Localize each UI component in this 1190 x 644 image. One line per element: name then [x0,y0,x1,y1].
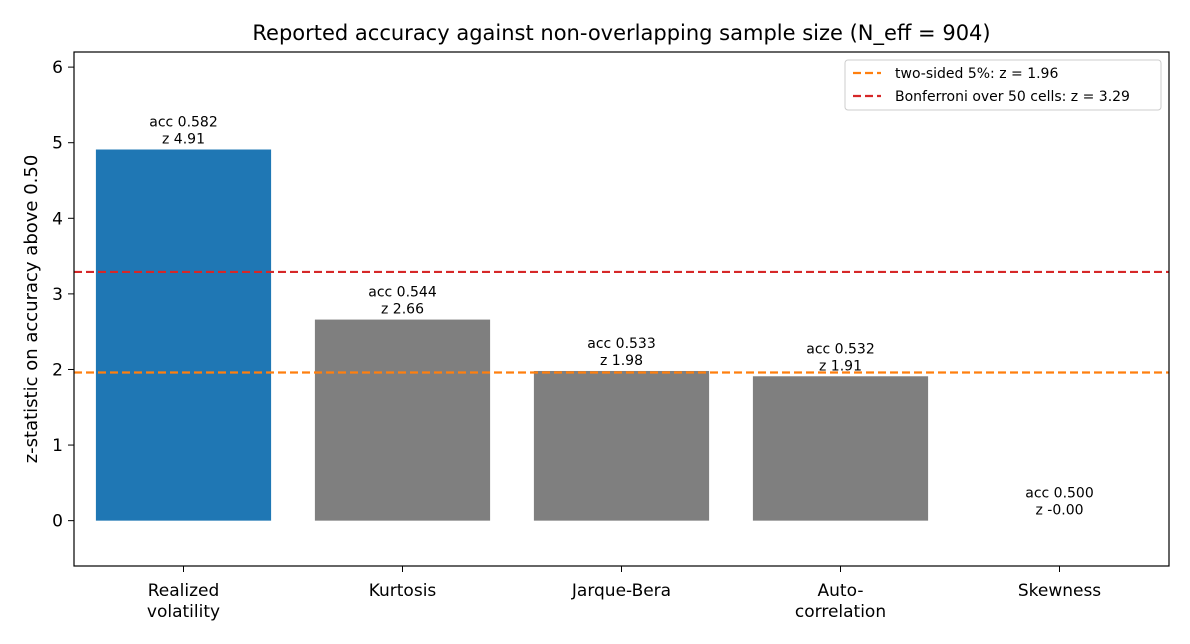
bar [533,370,710,521]
x-tick-label: Auto-correlation [795,581,886,622]
data-label: acc 0.500 z -0.00 [1025,486,1094,519]
y-tick-label: 6 [52,58,63,78]
y-axis-label: z-statistic on accuracy above 0.50 [21,155,42,464]
legend-label: Bonferroni over 50 cells: z = 3.29 [895,89,1130,105]
y-tick-label: 0 [52,512,63,532]
y-tick-label: 5 [52,134,63,154]
legend: two-sided 5%: z = 1.96 Bonferroni over 50… [844,59,1162,111]
data-label: acc 0.582 z 4.91 [149,115,218,148]
x-tick-label: Jarque-Bera [571,581,671,601]
legend-label: two-sided 5%: z = 1.96 [895,66,1058,82]
legend-box [844,59,1162,111]
bar [314,319,491,521]
data-label: acc 0.533 z 1.98 [587,336,656,369]
chart-title: Reported accuracy against non-overlappin… [252,21,990,46]
y-tick-label: 1 [52,436,63,456]
data-label: acc 0.532 z 1.91 [806,341,875,374]
bar [752,376,929,521]
y-tick-label: 3 [52,285,63,305]
y-tick-label: 2 [52,360,63,380]
y-tick-label: 4 [52,209,63,229]
bar [95,149,272,521]
data-label: acc 0.544 z 2.66 [368,285,437,318]
plot-area: acc 0.582 z 4.91 acc 0.544 z 2.66 acc 0.533 z… [52,51,1170,622]
x-tick-label: Skewness [1018,581,1101,601]
x-tick-label: Realized volatility [147,581,220,622]
x-tick-label: Kurtosis [369,581,437,601]
